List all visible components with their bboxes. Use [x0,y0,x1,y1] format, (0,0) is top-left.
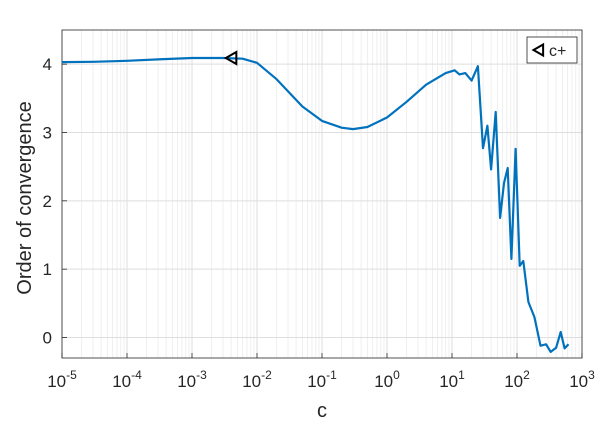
y-tick-label: 1 [43,260,52,279]
y-tick-label: 0 [43,329,52,348]
legend-marker [531,42,545,58]
x-tick-label: 102 [504,368,530,391]
x-tick-label: 10-1 [307,368,337,391]
x-tick-label: 103 [569,368,595,391]
x-tick-label: 10-2 [242,368,272,391]
y-tick-label: 4 [43,55,52,74]
y-axis-label: Order of convergence [14,101,36,294]
x-tick-label: 100 [374,368,400,391]
x-tick-label: 10-4 [112,368,142,391]
legend-label: c+ [549,43,566,60]
x-tick-label: 101 [439,368,465,391]
x-tick-label: 10-5 [47,368,77,391]
series-line [61,56,570,353]
x-tick-label: 10-3 [177,368,207,391]
y-tick-label: 3 [43,124,52,143]
x-axis-label: c [317,400,327,422]
data-marker [223,50,238,66]
y-tick-label: 2 [43,192,52,211]
